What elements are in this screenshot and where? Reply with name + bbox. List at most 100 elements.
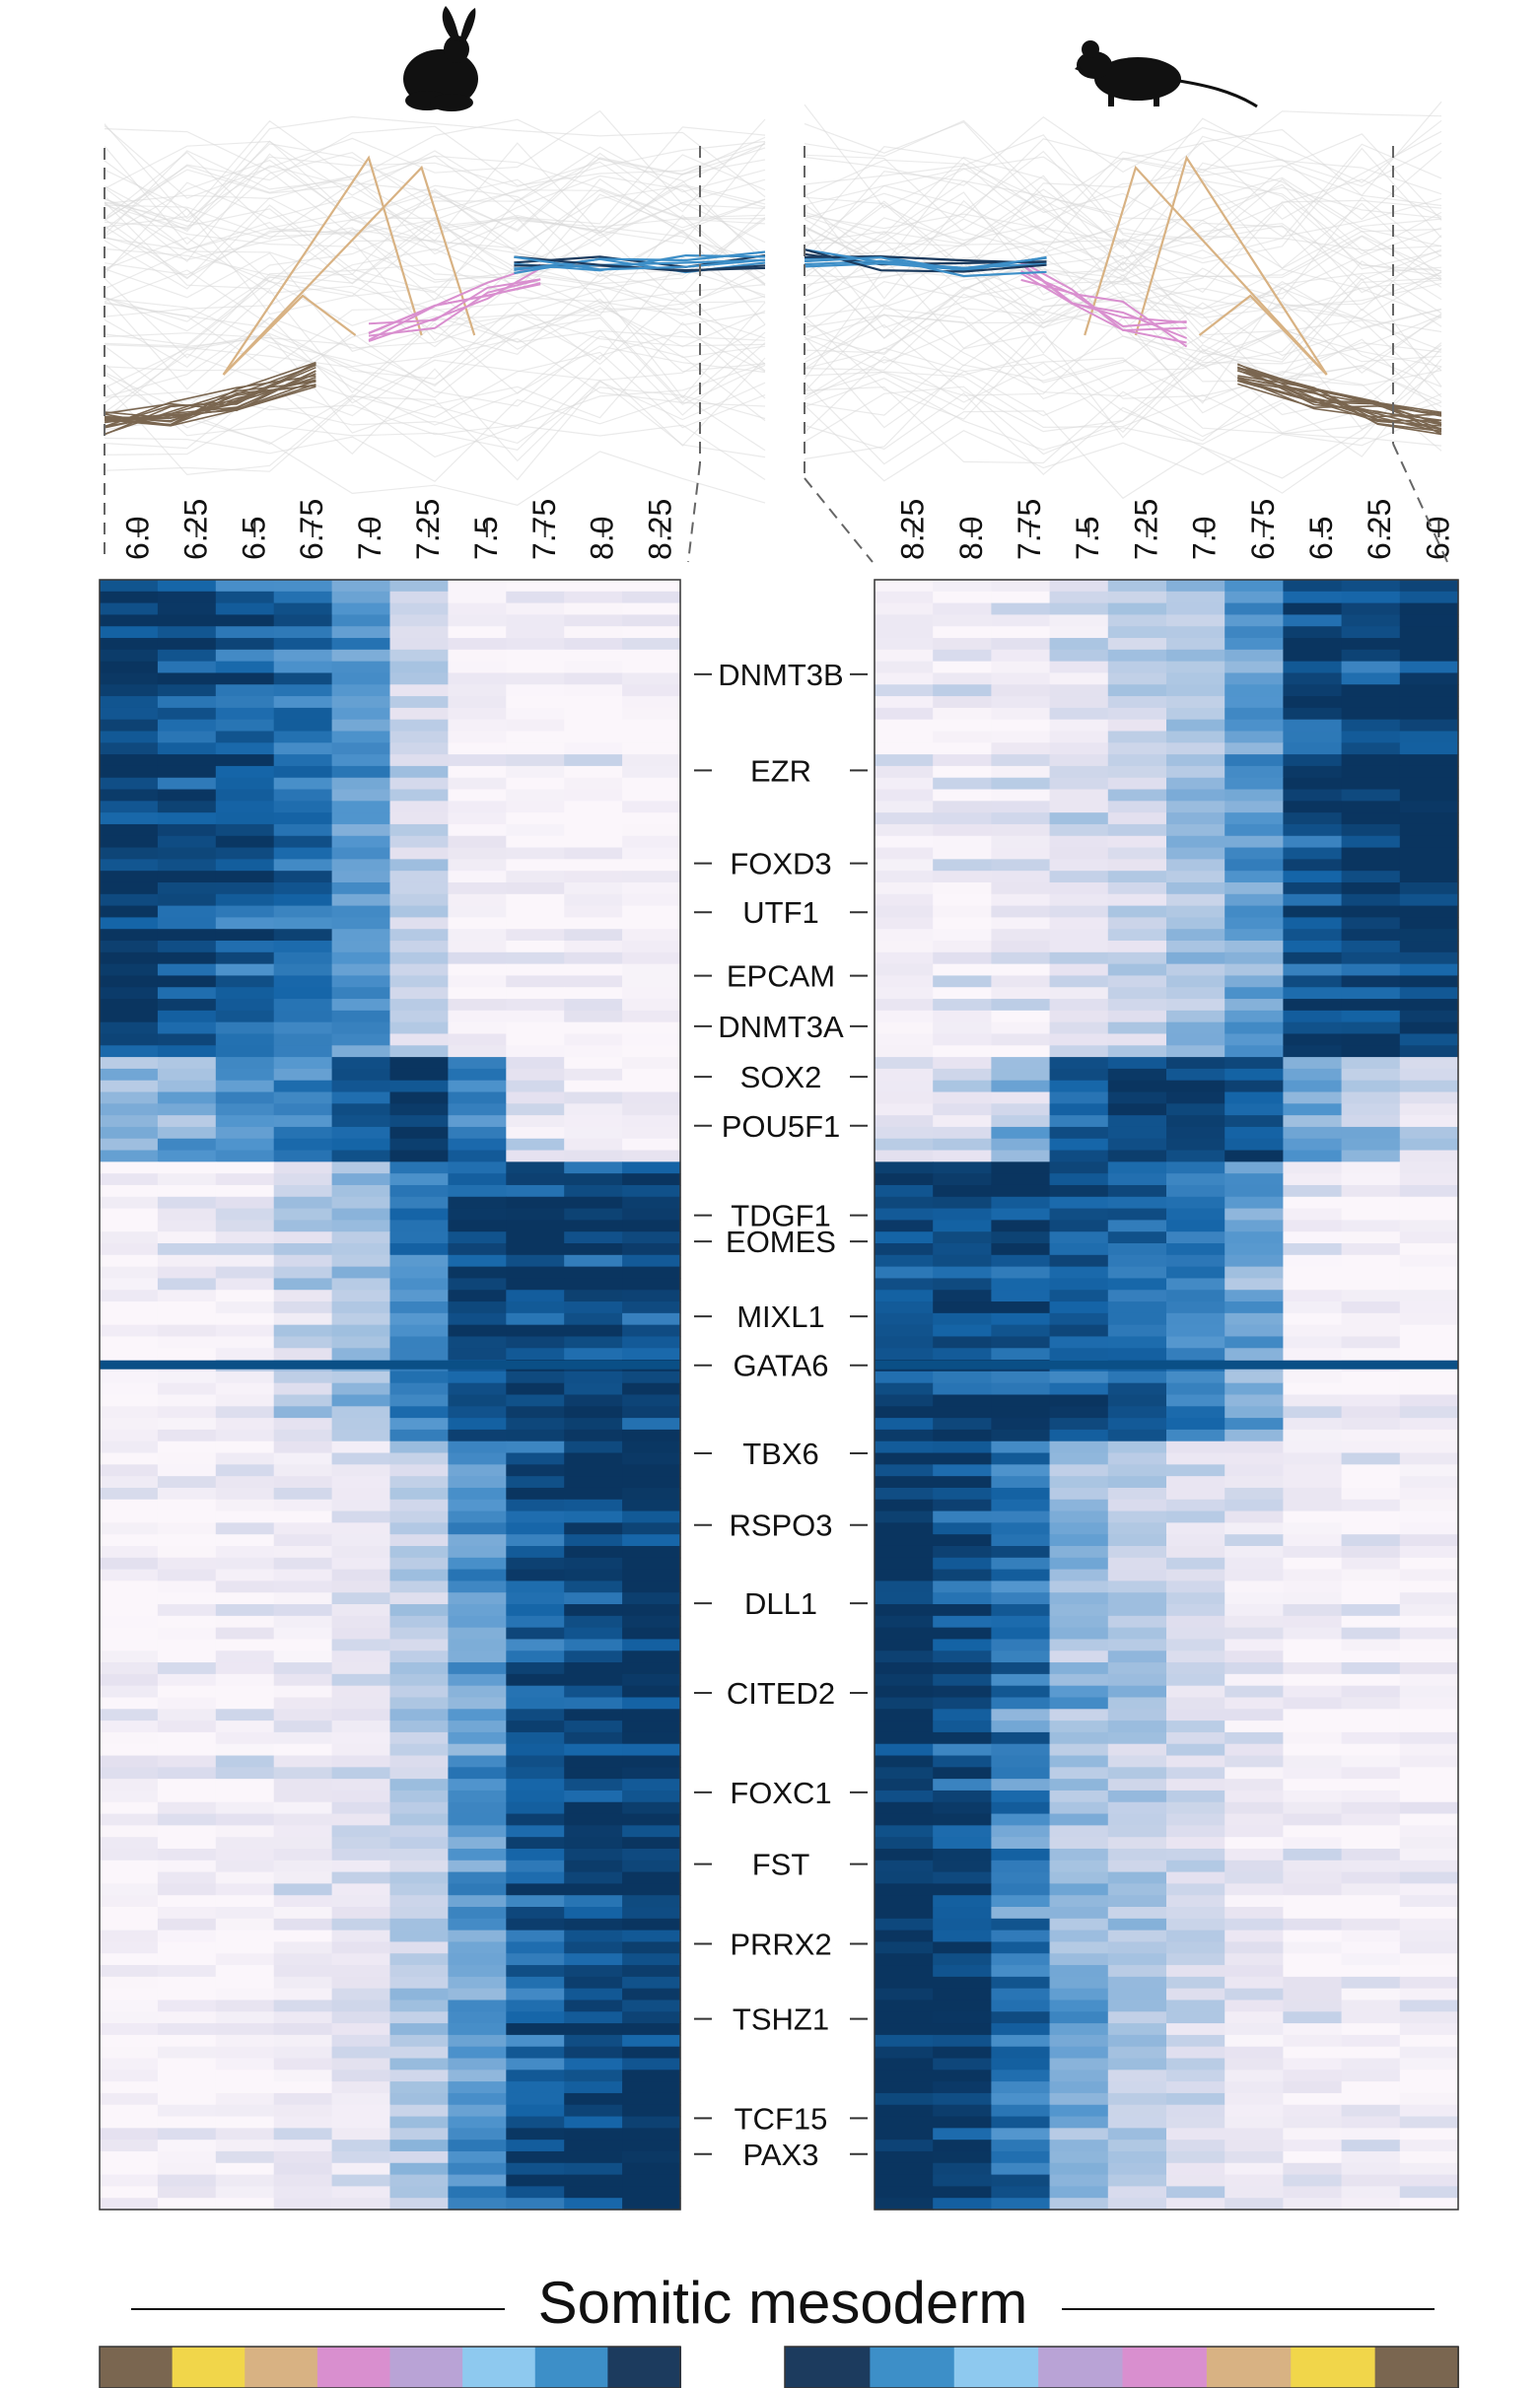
heatmap-cell [1107,1370,1167,1384]
heatmap-cell [875,638,934,651]
trajectory-background-line [804,342,1442,456]
heatmap-cell [622,2150,681,2164]
heatmap-cell [933,1662,992,1675]
heatmap-cell [506,2070,565,2082]
heatmap-cell [1166,1627,1225,1641]
heatmap-cell [1225,626,1284,639]
heatmap-cell [448,1243,507,1256]
heatmap-cell [1049,1324,1109,1338]
trajectory-background-line [804,335,1442,440]
heatmap-cell [157,2198,217,2211]
heatmap-cell [157,1220,217,1232]
heatmap-cell [1166,1406,1225,1419]
heatmap-cell [933,1336,992,1349]
heatmap-cell [622,638,681,651]
heatmap-cell [506,1045,565,1058]
heatmap-cell [389,1103,449,1116]
heatmap-cell [157,1510,217,1523]
heatmap-cell [331,1825,391,1838]
heatmap-cell [1399,975,1459,988]
heatmap-cell [1341,1033,1401,1046]
heatmap-cell [1399,1021,1459,1035]
heatmap-cell [1049,1709,1109,1721]
heatmap-cell [448,963,507,977]
heatmap-cell [1166,1755,1225,1768]
heatmap-cell [1049,1290,1109,1302]
gene-label: RSPO3 [729,1509,832,1543]
heatmap-cell [564,1370,623,1384]
heatmap-cell [564,1220,623,1232]
heatmap-cell [215,1418,275,1431]
heatmap-cell [273,580,333,593]
heatmap-cell [1107,1953,1167,1966]
trajectory-background-line [104,141,766,255]
trajectory-lineage-epiblast [104,364,316,427]
heatmap-cell [1225,754,1284,767]
heatmap-cell [1399,1429,1459,1442]
heatmap-cell [448,1301,507,1314]
heatmap-cell [1341,591,1401,604]
heatmap-cell [1049,2046,1109,2060]
heatmap-cell [875,1545,934,1559]
heatmap-cell [1399,1243,1459,1256]
heatmap-cell [215,2162,275,2176]
heatmap-cell [1399,835,1459,849]
heatmap-cell [331,626,391,639]
heatmap-cell [448,1429,507,1442]
heatmap-cell [622,742,681,755]
heatmap-cell [100,580,159,593]
heatmap-cell [1399,2128,1459,2141]
heatmap-cell [564,1918,623,1931]
heatmap-cell [991,1965,1051,1978]
gene-label: EPCAM [727,959,835,994]
heatmap-cell [564,881,623,895]
heatmap-cell [933,1930,992,1943]
heatmap-cell [506,1709,565,1721]
heatmap-cell [1341,1941,1401,1954]
heatmap-cell [100,2128,159,2141]
heatmap-cell [622,2081,681,2094]
heatmap-cell [875,975,934,988]
heatmap-cell [506,626,565,639]
heatmap-cell [1049,1953,1109,1966]
heatmap-cell [389,696,449,709]
heatmap-cell [448,951,507,965]
heatmap-cell [1399,1709,1459,1721]
heatmap-cell [389,1685,449,1699]
heatmap-cell [448,2000,507,2012]
heatmap-cell [215,1406,275,1419]
heatmap-cell [157,835,217,849]
heatmap-cell [331,1406,391,1419]
heatmap-cell [273,1452,333,1465]
heatmap-cell [100,1965,159,1978]
gene-label: TSHZ1 [733,2002,829,2037]
heatmap-cell [448,1860,507,1873]
heatmap-cell [100,638,159,651]
heatmap-cell [1399,2092,1459,2106]
heatmap-cell [506,1779,565,1791]
heatmap-cell [100,1557,159,1571]
heatmap-cell [389,742,449,755]
heatmap-cell [157,2034,217,2048]
heatmap-cell [564,1115,623,1128]
heatmap-cell [1341,626,1401,639]
heatmap-cell [933,823,992,837]
heatmap-cell [506,1697,565,1710]
heatmap-cell [564,1848,623,1861]
heatmap-cell [622,1394,681,1407]
heatmap-cell [1341,1068,1401,1082]
heatmap-cell [933,719,992,733]
heatmap-cell [157,580,217,593]
heatmap-cell [157,1615,217,1629]
heatmap-cell [933,1592,992,1605]
heatmap-cell [331,2092,391,2106]
heatmap-cell [448,1254,507,1268]
heatmap-cell [622,1290,681,1302]
heatmap-cell [1283,1418,1343,1431]
heatmap-cell [564,1312,623,1326]
heatmap-cell [100,1196,159,1210]
heatmap-cell [564,1604,623,1617]
heatmap-cell [933,835,992,849]
heatmap-cell [273,2198,333,2211]
heatmap-cell [215,1510,275,1523]
